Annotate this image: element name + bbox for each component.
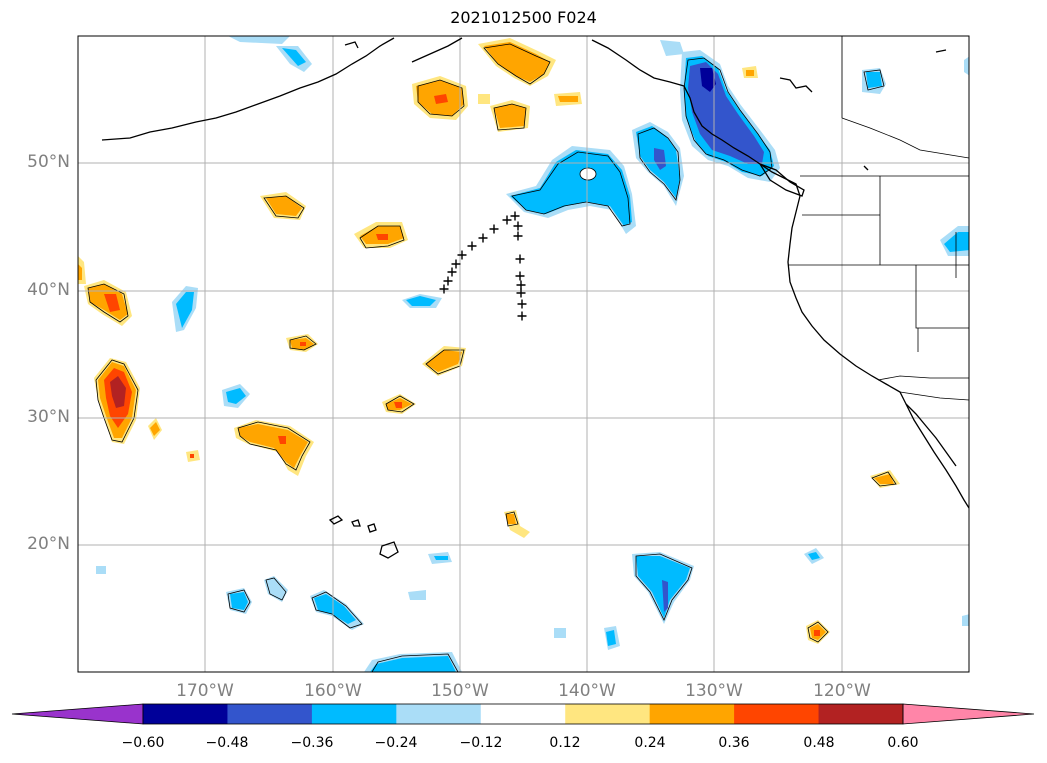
colorbar-tick: 0.48 xyxy=(803,735,835,751)
colorbar-segment xyxy=(734,704,820,724)
colorbar-tick: −0.12 xyxy=(459,735,503,751)
lat-label-40n: 40°N xyxy=(27,280,70,300)
colorbar-extend-low xyxy=(11,703,144,725)
lat-label-50n: 50°N xyxy=(27,152,70,172)
trajectory-marker xyxy=(517,311,527,321)
trajectory-marker xyxy=(517,299,527,309)
colorbar-segment xyxy=(565,704,651,724)
map-area xyxy=(78,36,969,672)
colorbar-segment xyxy=(396,704,482,724)
colorbar-tick: −0.60 xyxy=(121,735,165,751)
trajectory-marker xyxy=(513,221,523,231)
trajectory-markers xyxy=(439,211,527,321)
colorbar-tick: −0.48 xyxy=(205,735,249,751)
lon-label-170w: 170°W xyxy=(176,681,234,701)
map-border xyxy=(77,35,970,673)
trajectory-marker xyxy=(516,280,526,290)
colorbar-segment xyxy=(818,704,904,724)
contour-lines xyxy=(87,43,897,672)
political-borders xyxy=(788,36,969,401)
trajectory-marker xyxy=(439,284,449,294)
colorbar-tick: −0.24 xyxy=(374,735,418,751)
lon-label-140w: 140°W xyxy=(558,681,616,701)
trajectory-marker xyxy=(443,276,453,286)
trajectory-marker xyxy=(502,215,512,225)
lat-label-30n: 30°N xyxy=(27,407,70,427)
colorbar-tick: 0.24 xyxy=(634,735,666,751)
colorbar-segment xyxy=(649,704,735,724)
trajectory-marker xyxy=(515,254,525,264)
coastlines xyxy=(101,37,969,559)
trajectory-marker xyxy=(510,211,520,221)
trajectory-marker xyxy=(447,267,457,277)
colorbar-segment xyxy=(227,704,313,724)
trajectory-marker xyxy=(513,231,523,241)
lat-label-20n: 20°N xyxy=(27,534,70,554)
lon-label-160w: 160°W xyxy=(304,681,362,701)
colorbar-tick: 0.60 xyxy=(887,735,919,751)
map-title: 2021012500 F024 xyxy=(450,8,597,27)
colorbar-segment xyxy=(143,704,228,724)
trajectory-marker xyxy=(457,250,467,260)
lon-label-130w: 130°W xyxy=(685,681,743,701)
gridlines xyxy=(78,36,969,672)
lon-label-120w: 120°W xyxy=(813,681,871,701)
colorbar-tick: 0.36 xyxy=(718,735,750,751)
trajectory-marker xyxy=(451,259,461,269)
colorbar-extend-high xyxy=(902,703,1035,725)
trajectory-marker xyxy=(515,271,525,281)
trajectory-marker xyxy=(478,233,488,243)
lon-label-150w: 150°W xyxy=(431,681,489,701)
trajectory-marker xyxy=(516,288,526,298)
colorbar-border xyxy=(142,703,904,725)
colorbar-segment xyxy=(480,704,566,724)
colorbar-segment xyxy=(311,704,397,724)
colorbar-tick: −0.36 xyxy=(290,735,334,751)
negative-anomaly-regions xyxy=(96,36,969,672)
colorbar-tick: 0.12 xyxy=(549,735,581,751)
colorbar xyxy=(11,703,1035,725)
trajectory-marker xyxy=(489,224,499,234)
trajectory-marker xyxy=(467,241,477,251)
